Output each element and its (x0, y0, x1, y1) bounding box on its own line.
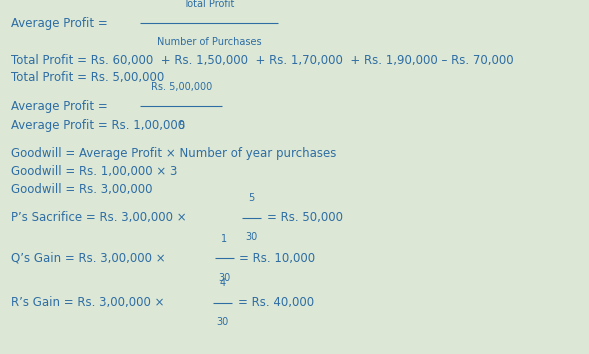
Text: = Rs. 40,000: = Rs. 40,000 (238, 296, 314, 309)
Text: Average Profit = Rs. 1,00,000: Average Profit = Rs. 1,00,000 (11, 119, 185, 132)
Text: 30: 30 (217, 317, 229, 327)
Text: 1: 1 (221, 234, 227, 244)
Text: Goodwill = Rs. 3,00,000: Goodwill = Rs. 3,00,000 (11, 183, 152, 196)
Text: Total Profit = Rs. 60,000  + Rs. 1,50,000  + Rs. 1,70,000  + Rs. 1,90,000 – Rs. : Total Profit = Rs. 60,000 + Rs. 1,50,000… (11, 54, 513, 67)
Text: R’s Gain = Rs. 3,00,000 ×: R’s Gain = Rs. 3,00,000 × (11, 296, 164, 309)
Text: Rs. 5,00,000: Rs. 5,00,000 (151, 82, 212, 92)
Text: P’s Sacrifice = Rs. 3,00,000 ×: P’s Sacrifice = Rs. 3,00,000 × (11, 211, 186, 224)
Text: Average Profit =: Average Profit = (11, 100, 107, 113)
Text: = Rs. 50,000: = Rs. 50,000 (267, 211, 343, 224)
Text: 5: 5 (248, 193, 254, 203)
Text: 4: 4 (220, 278, 226, 288)
Text: Number of Purchases: Number of Purchases (157, 38, 262, 47)
Text: Average Profit =: Average Profit = (11, 17, 107, 29)
Text: 5: 5 (178, 121, 184, 131)
Text: Goodwill = Average Profit × Number of year purchases: Goodwill = Average Profit × Number of ye… (11, 148, 336, 160)
Text: 30: 30 (218, 273, 230, 283)
Text: Total Profit: Total Profit (183, 0, 235, 8)
Text: Q’s Gain = Rs. 3,00,000 ×: Q’s Gain = Rs. 3,00,000 × (11, 252, 166, 265)
Text: = Rs. 10,000: = Rs. 10,000 (240, 252, 316, 265)
Text: Goodwill = Rs. 1,00,000 × 3: Goodwill = Rs. 1,00,000 × 3 (11, 165, 177, 178)
Text: 30: 30 (245, 232, 257, 242)
Text: Total Profit = Rs. 5,00,000: Total Profit = Rs. 5,00,000 (11, 72, 164, 84)
